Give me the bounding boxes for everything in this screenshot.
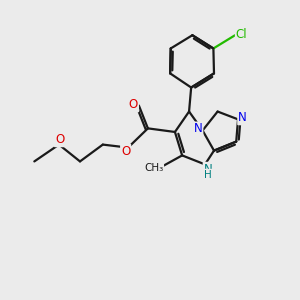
- Text: O: O: [121, 145, 130, 158]
- Text: H: H: [204, 169, 212, 180]
- Text: CH₃: CH₃: [144, 163, 163, 173]
- Text: N: N: [204, 163, 212, 176]
- Text: N: N: [194, 122, 203, 136]
- Text: O: O: [55, 133, 64, 146]
- Text: Cl: Cl: [236, 28, 248, 41]
- Text: N: N: [238, 111, 247, 124]
- Text: O: O: [129, 98, 138, 111]
